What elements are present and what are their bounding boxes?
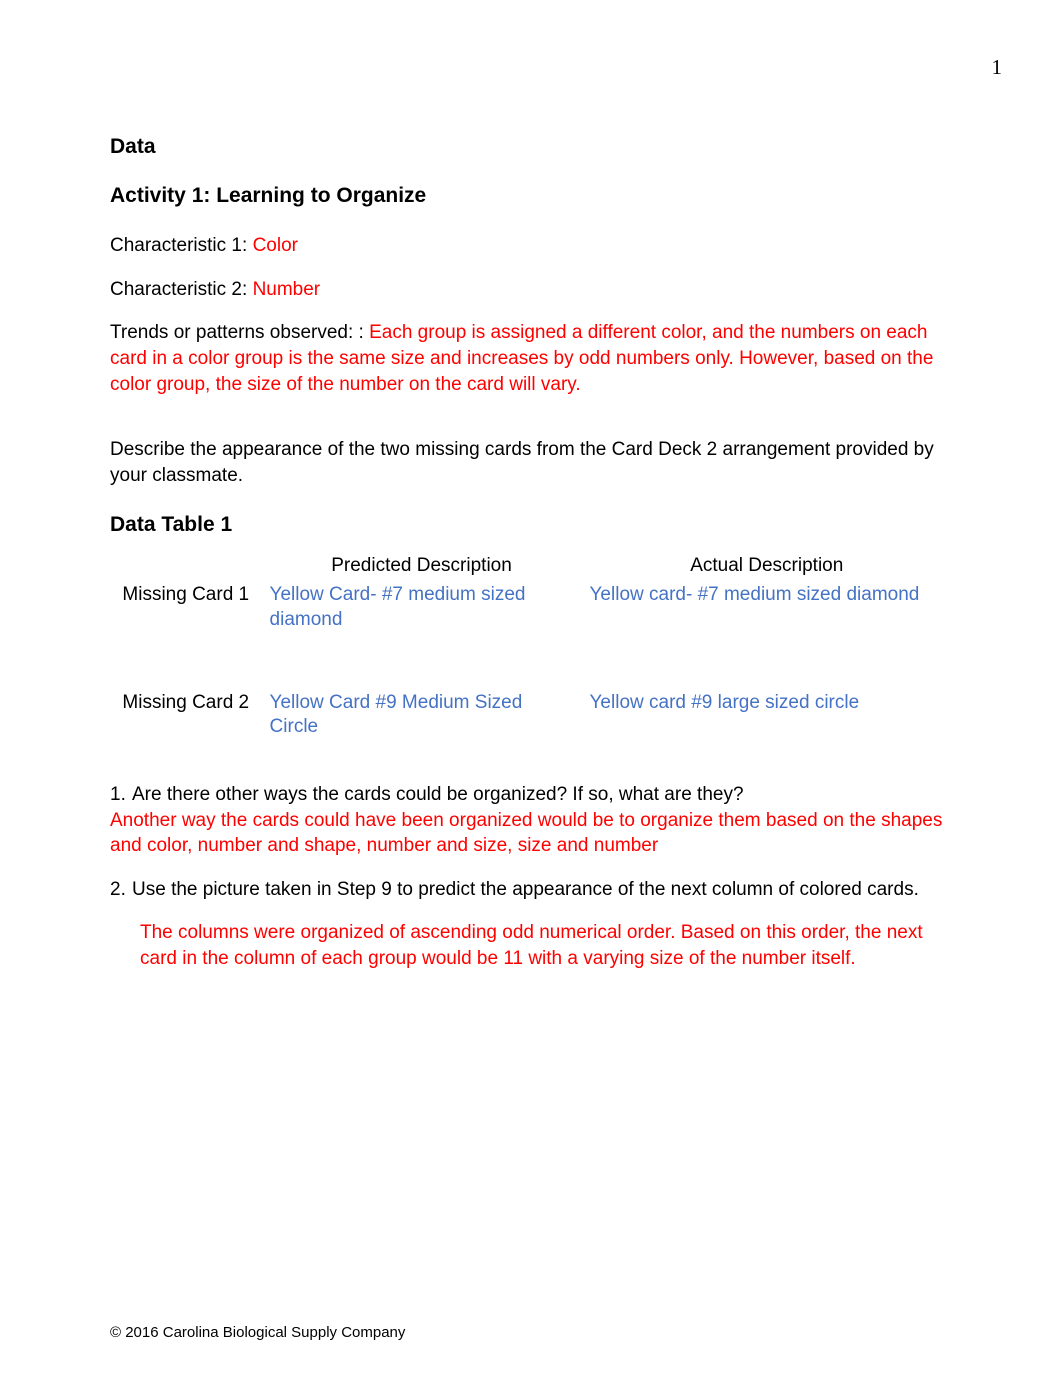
page-number: 1 — [992, 55, 1003, 80]
table-row: Missing Card 2 Yellow Card #9 Medium Siz… — [110, 689, 952, 742]
characteristic-1-label: Characteristic 1: — [110, 235, 247, 256]
table-row-gap — [110, 635, 952, 689]
question-2-num: 2. — [110, 877, 132, 903]
data-table: Predicted Description Actual Description… — [110, 552, 952, 741]
document-page: 1 Data Activity 1: Learning to Organize … — [0, 0, 1062, 1376]
trends-paragraph: Trends or patterns observed: : Each grou… — [110, 320, 952, 397]
characteristic-2-value: Number — [253, 279, 321, 300]
question-2-text: Use the picture taken in Step 9 to predi… — [132, 879, 919, 900]
question-2: 2.Use the picture taken in Step 9 to pre… — [110, 877, 952, 903]
table-header-col1 — [110, 552, 262, 581]
table-header-row: Predicted Description Actual Description — [110, 552, 952, 581]
heading-activity: Activity 1: Learning to Organize — [110, 184, 952, 208]
characteristic-2-label: Characteristic 2: — [110, 279, 247, 300]
copyright-text: © 2016 Carolina Biological Supply Compan… — [110, 1324, 405, 1341]
question-1-num: 1. — [110, 782, 132, 808]
question-1-text: Are there other ways the cards could be … — [132, 784, 744, 805]
table-row-actual: Yellow card #9 large sized circle — [582, 689, 953, 742]
heading-data: Data — [110, 135, 952, 159]
table-row-predicted: Yellow Card- #7 medium sized diamond — [262, 581, 582, 634]
characteristic-1-value: Color — [253, 235, 298, 256]
question-2-answer: The columns were organized of ascending … — [140, 920, 952, 971]
table-header-col3: Actual Description — [582, 552, 953, 581]
question-block: 1.Are there other ways the cards could b… — [110, 782, 952, 972]
table-row-label: Missing Card 2 — [110, 689, 262, 742]
question-1: 1.Are there other ways the cards could b… — [110, 782, 952, 859]
table-row: Missing Card 1 Yellow Card- #7 medium si… — [110, 581, 952, 634]
heading-table: Data Table 1 — [110, 513, 952, 537]
table-row-actual: Yellow card- #7 medium sized diamond — [582, 581, 953, 634]
table-row-predicted: Yellow Card #9 Medium Sized Circle — [262, 689, 582, 742]
characteristic-2: Characteristic 2: Number — [110, 277, 952, 303]
gap-cell — [262, 635, 582, 689]
trends-label: Trends or patterns observed: : — [110, 322, 364, 343]
characteristic-1: Characteristic 1: Color — [110, 233, 952, 259]
describe-text: Describe the appearance of the two missi… — [110, 437, 952, 488]
gap-cell — [582, 635, 953, 689]
table-row-label: Missing Card 1 — [110, 581, 262, 634]
table-header-col2: Predicted Description — [262, 552, 582, 581]
gap-cell — [110, 635, 262, 689]
question-1-answer: Another way the cards could have been or… — [110, 810, 942, 857]
